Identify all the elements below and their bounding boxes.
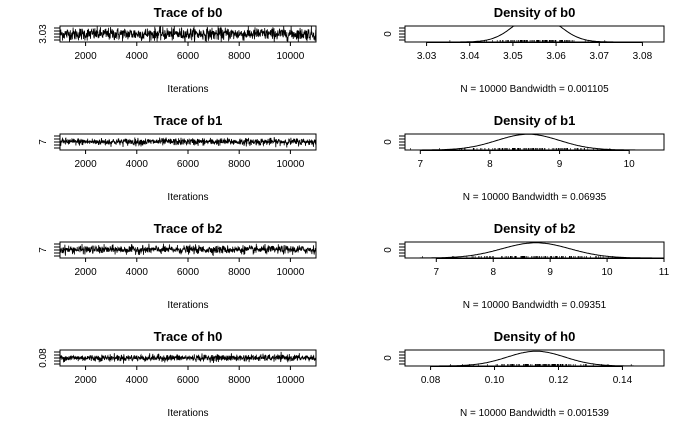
x-tick-label: 4000 xyxy=(126,159,149,170)
panel-6: Trace of h0 2000 4000 6000 8000 10000 0.08 Iter… xyxy=(38,329,317,419)
y-tick-label: 0.08 xyxy=(38,348,49,368)
y-tick-label: 0 xyxy=(383,247,394,253)
panel-title: Trace of b1 xyxy=(154,113,223,128)
panel-7: Density of h0 0.08 0.10 0.12 0.14 0 N = 10000 … xyxy=(383,329,665,419)
x-tick-label: 3.03 xyxy=(417,51,437,62)
x-axis-label: N = 10000 Bandwidth = 0.001539 xyxy=(460,408,609,419)
x-tick-label: 7 xyxy=(418,159,424,170)
plot-frame xyxy=(404,133,665,151)
panel-0: Trace of b0 2000 4000 6000 8000 10000 3.03 Iter… xyxy=(38,5,317,95)
trace-line xyxy=(59,351,317,364)
x-axis-label: Iterations xyxy=(167,300,208,311)
density-curve xyxy=(406,133,657,151)
trace-line xyxy=(59,137,317,148)
x-axis-label: Iterations xyxy=(167,84,208,95)
x-tick-label: 10 xyxy=(624,159,636,170)
x-tick-label: 6000 xyxy=(177,267,200,278)
panel-title: Density of h0 xyxy=(494,329,576,344)
x-tick-label: 3.07 xyxy=(590,51,610,62)
trace-line xyxy=(59,25,317,43)
density-rug xyxy=(449,40,606,42)
x-tick-label: 7 xyxy=(434,267,440,278)
x-tick-label: 2000 xyxy=(74,51,97,62)
y-tick-label: 3.03 xyxy=(38,24,49,44)
x-tick-label: 11 xyxy=(659,267,670,278)
panel-2: Trace of b1 2000 4000 6000 8000 10000 7 Iterati… xyxy=(38,113,317,203)
density-curve xyxy=(405,25,660,43)
panel-title: Trace of b2 xyxy=(154,221,223,236)
x-tick-label: 8 xyxy=(487,159,493,170)
panel-title: Trace of h0 xyxy=(154,329,223,344)
x-tick-label: 10000 xyxy=(276,375,304,386)
x-tick-label: 8000 xyxy=(228,375,251,386)
x-axis-label: Iterations xyxy=(167,192,208,203)
panel-title: Density of b1 xyxy=(494,113,576,128)
panel-title: Density of b0 xyxy=(494,5,576,20)
density-curve xyxy=(408,350,661,367)
trace-line xyxy=(59,243,317,256)
x-tick-label: 2000 xyxy=(74,267,97,278)
plot-frame xyxy=(404,241,665,259)
x-tick-label: 6000 xyxy=(177,159,200,170)
x-tick-label: 8000 xyxy=(228,159,251,170)
x-tick-label: 10000 xyxy=(276,159,304,170)
panel-3: Density of b1 7 8 9 10 0 N = 10000 Bandwidth =… xyxy=(383,113,665,203)
x-axis-label: Iterations xyxy=(167,408,208,419)
x-tick-label: 3.05 xyxy=(503,51,523,62)
x-tick-label: 4000 xyxy=(126,51,149,62)
x-tick-label: 10 xyxy=(602,267,614,278)
x-tick-label: 8000 xyxy=(228,267,251,278)
x-tick-label: 6000 xyxy=(177,375,200,386)
x-tick-label: 10000 xyxy=(276,51,304,62)
panel-title: Trace of b0 xyxy=(154,5,223,20)
y-tick-label: 0 xyxy=(383,31,394,37)
y-tick-label: 7 xyxy=(38,247,49,253)
x-tick-label: 9 xyxy=(547,267,553,278)
density-curve xyxy=(407,242,664,259)
density-rug xyxy=(410,148,611,150)
x-tick-label: 8000 xyxy=(228,51,251,62)
y-tick-label: 7 xyxy=(38,139,49,145)
panel-title: Density of b2 xyxy=(494,221,576,236)
x-tick-label: 10000 xyxy=(276,267,304,278)
x-tick-label: 2000 xyxy=(74,159,97,170)
x-tick-label: 2000 xyxy=(74,375,97,386)
panel-4: Trace of b2 2000 4000 6000 8000 10000 7 Iterati… xyxy=(38,221,317,311)
y-tick-label: 0 xyxy=(383,355,394,361)
panel-1: Density of b0 3.03 3.04 3.05 3.06 3.07 3.08 0 N … xyxy=(383,5,665,95)
panel-5: Density of b2 7 8 9 10 11 0 N = 10000 Bandwidth… xyxy=(383,221,670,311)
x-tick-label: 3.08 xyxy=(633,51,653,62)
x-tick-label: 4000 xyxy=(126,375,149,386)
density-rug xyxy=(422,256,613,258)
plot-frame xyxy=(404,25,665,43)
y-tick-label: 0 xyxy=(383,139,394,145)
x-tick-label: 9 xyxy=(557,159,563,170)
x-tick-label: 4000 xyxy=(126,267,149,278)
x-axis-label: N = 10000 Bandwidth = 0.001105 xyxy=(460,84,609,95)
x-tick-label: 6000 xyxy=(177,51,200,62)
x-tick-label: 8 xyxy=(490,267,496,278)
x-axis-label: N = 10000 Bandwidth = 0.06935 xyxy=(463,192,607,203)
plot-frame xyxy=(404,349,665,367)
x-tick-label: 3.06 xyxy=(546,51,566,62)
x-tick-label: 3.04 xyxy=(460,51,480,62)
x-tick-label: 0.12 xyxy=(549,375,569,386)
x-axis-label: N = 10000 Bandwidth = 0.09351 xyxy=(463,300,607,311)
x-tick-label: 0.10 xyxy=(485,375,505,386)
density-rug xyxy=(450,364,632,366)
x-tick-label: 0.08 xyxy=(421,375,441,386)
x-tick-label: 0.14 xyxy=(613,375,633,386)
